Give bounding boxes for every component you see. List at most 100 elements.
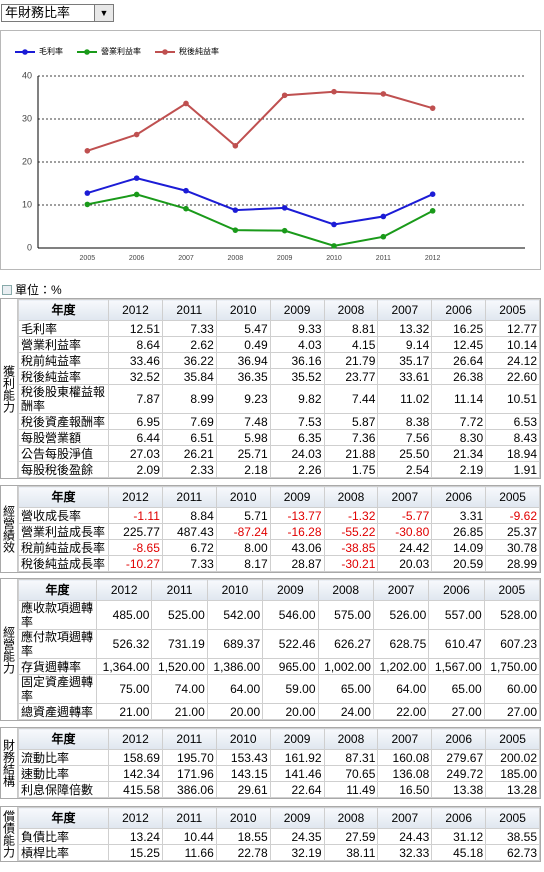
value-cell: 20.59 bbox=[431, 555, 487, 572]
value-cell: 2.54 bbox=[377, 461, 433, 478]
value-cell: 21.00 bbox=[95, 703, 153, 720]
value-cell: 25.50 bbox=[377, 445, 433, 462]
value-cell: 30.78 bbox=[485, 539, 540, 556]
header-year-cell: 2010 bbox=[206, 579, 264, 601]
value-cell: 7.44 bbox=[323, 384, 379, 414]
value-cell: 32.19 bbox=[269, 844, 325, 861]
value-cell: 7.48 bbox=[215, 413, 271, 430]
value-cell: 386.06 bbox=[161, 781, 217, 798]
value-cell: 26.64 bbox=[431, 352, 487, 369]
value-cell: 195.70 bbox=[161, 749, 217, 766]
value-cell: -16.28 bbox=[269, 523, 325, 540]
value-cell: 7.72 bbox=[431, 413, 487, 430]
value-cell: 14.09 bbox=[431, 539, 487, 556]
header-year-cell: 2010 bbox=[215, 807, 271, 829]
header-year-cell: 2012 bbox=[108, 299, 163, 321]
header-name-cell: 年度 bbox=[18, 579, 97, 601]
value-cell: 24.00 bbox=[317, 703, 374, 720]
row-label: 營收成長率 bbox=[18, 507, 109, 524]
header-year-cell: 2005 bbox=[485, 486, 540, 508]
value-cell: 24.43 bbox=[377, 828, 433, 845]
row-label: 稅後資產報酬率 bbox=[18, 413, 109, 430]
value-cell: 171.96 bbox=[161, 765, 217, 782]
value-cell: 142.34 bbox=[108, 765, 163, 782]
value-cell: 9.33 bbox=[269, 320, 325, 337]
value-cell: 22.60 bbox=[485, 368, 540, 385]
header-name-cell: 年度 bbox=[18, 299, 109, 321]
header-year-cell: 2012 bbox=[108, 486, 163, 508]
value-cell: 24.12 bbox=[485, 352, 540, 369]
value-cell: 13.28 bbox=[485, 781, 540, 798]
header-year-cell: 2010 bbox=[215, 486, 271, 508]
row-label: 應收款項週轉率 bbox=[18, 600, 97, 630]
value-cell: 6.72 bbox=[161, 539, 217, 556]
ratio-dropdown[interactable]: 年財務比率 ▼ bbox=[1, 4, 114, 22]
value-cell: 3.31 bbox=[431, 507, 487, 524]
value-cell: 141.46 bbox=[269, 765, 325, 782]
data-point bbox=[380, 233, 387, 240]
value-cell: -9.62 bbox=[485, 507, 540, 524]
data-point bbox=[331, 221, 337, 228]
value-cell: -5.77 bbox=[377, 507, 433, 524]
row-label: 應付款項週轉率 bbox=[18, 629, 97, 659]
value-cell: 29.61 bbox=[215, 781, 271, 798]
value-cell: 628.75 bbox=[372, 629, 430, 659]
header-year-cell: 2011 bbox=[161, 299, 217, 321]
data-point bbox=[183, 205, 189, 212]
value-cell: 62.73 bbox=[485, 844, 540, 861]
value-cell: 5.47 bbox=[215, 320, 271, 337]
header-name-cell: 年度 bbox=[18, 728, 109, 750]
value-cell: 4.03 bbox=[269, 336, 325, 353]
value-cell: 7.33 bbox=[161, 555, 217, 572]
table-body: 年度 2012 2011 2010 2009 2008 2007 2006 2005 負債比率 13… bbox=[18, 807, 540, 861]
table-body: 年度 2012 2011 2010 2009 2008 2007 2006 2005 營收成長率 -… bbox=[18, 486, 540, 572]
header-year-cell: 2008 bbox=[323, 728, 379, 750]
row-label: 稅後純益成長率 bbox=[18, 555, 109, 572]
value-cell: 575.00 bbox=[317, 600, 374, 630]
value-cell: 153.43 bbox=[215, 749, 271, 766]
data-point bbox=[133, 191, 140, 198]
value-cell: 16.50 bbox=[377, 781, 433, 798]
value-cell: 2.19 bbox=[431, 461, 487, 478]
value-cell: 35.17 bbox=[377, 352, 433, 369]
value-cell: 32.52 bbox=[108, 368, 163, 385]
value-cell: 64.00 bbox=[206, 674, 264, 704]
value-cell: 8.00 bbox=[215, 539, 271, 556]
data-row: 公告每股淨值 27.03 26.21 25.71 24.03 21.88 25.50 21.3… bbox=[18, 445, 540, 462]
unit-note: 單位：% bbox=[2, 281, 62, 298]
value-cell: 20.00 bbox=[206, 703, 264, 720]
value-cell: 22.64 bbox=[269, 781, 325, 798]
row-label: 毛利率 bbox=[18, 320, 109, 337]
header-row: 年度 2012 2011 2010 2009 2008 2007 2006 2005 bbox=[18, 299, 540, 321]
value-cell: 1,520.00 bbox=[151, 658, 208, 675]
value-cell: 25.71 bbox=[215, 445, 271, 462]
legend-label: 稅後純益率 bbox=[179, 46, 219, 56]
data-row: 營業利益率 8.64 2.62 0.49 4.03 4.15 9.14 12.45 10.14 bbox=[18, 336, 540, 353]
x-tick-label: 2007 bbox=[178, 255, 194, 262]
row-label: 營業利益成長率 bbox=[18, 523, 109, 540]
value-cell: 965.00 bbox=[262, 658, 319, 675]
value-cell: 24.03 bbox=[269, 445, 325, 462]
data-row: 每股稅後盈餘 2.09 2.33 2.18 2.26 1.75 2.54 2.19 1.91 bbox=[18, 461, 540, 478]
table-body: 年度 2012 2011 2010 2009 2008 2007 2006 2005 毛利率 12.… bbox=[18, 299, 540, 478]
value-cell: 87.31 bbox=[323, 749, 379, 766]
data-row: 稅前純益成長率 -8.65 6.72 8.00 43.06 -38.85 24.42 14.0… bbox=[18, 539, 540, 556]
value-cell: 8.43 bbox=[485, 429, 540, 446]
data-row: 總資產週轉率 21.00 21.00 20.00 20.00 24.00 22.00 27.0… bbox=[18, 703, 541, 720]
header-year-cell: 2005 bbox=[485, 299, 540, 321]
ratio-table: 年度 2012 2011 2010 2009 2008 2007 2006 2005 應收款項週轉… bbox=[18, 579, 541, 720]
unit-label: 單位：% bbox=[15, 283, 62, 297]
dropdown-arrow[interactable]: ▼ bbox=[94, 5, 113, 21]
value-cell: 225.77 bbox=[108, 523, 163, 540]
value-cell: 5.71 bbox=[215, 507, 271, 524]
ratio-section: 財務結構 年度 2012 2011 2010 2009 2008 2007 2006 2005 流動… bbox=[0, 727, 541, 799]
value-cell: 160.08 bbox=[377, 749, 433, 766]
header-year-cell: 2009 bbox=[269, 807, 325, 829]
data-row: 營收成長率 -1.11 8.84 5.71 -13.77 -1.32 -5.77 3.31 -9… bbox=[18, 507, 540, 524]
value-cell: 7.53 bbox=[269, 413, 325, 430]
row-label: 流動比率 bbox=[18, 749, 109, 766]
value-cell: 143.15 bbox=[215, 765, 271, 782]
value-cell: 35.52 bbox=[269, 368, 325, 385]
value-cell: -55.22 bbox=[323, 523, 379, 540]
